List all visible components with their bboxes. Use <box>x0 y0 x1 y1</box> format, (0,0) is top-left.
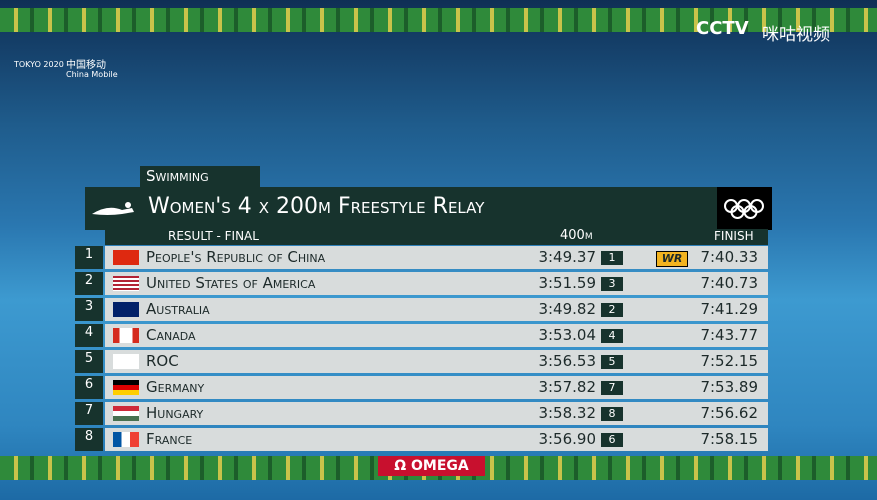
rings-box <box>717 187 772 230</box>
sport-tab: Swimming <box>140 166 260 187</box>
flag <box>113 432 139 447</box>
result-row: People's Republic of China 3:49.37 1 WR 7:40… <box>105 246 768 269</box>
split-time: 3:58.32 <box>538 404 596 422</box>
country: Australia <box>146 300 210 318</box>
flag <box>113 380 139 395</box>
finish-time: 7:40.33 <box>700 248 758 266</box>
rank: 8 <box>75 428 103 451</box>
result-row: ROC 3:56.53 5 7:52.15 <box>105 350 768 373</box>
rank: 2 <box>75 272 103 295</box>
rank: 4 <box>75 324 103 347</box>
country: United States of America <box>146 274 316 292</box>
rank: 1 <box>75 246 103 269</box>
split-time: 3:49.82 <box>538 300 596 318</box>
country: Canada <box>146 326 196 344</box>
finish-time: 7:56.62 <box>700 404 758 422</box>
finish-time: 7:43.77 <box>700 326 758 344</box>
result-row: Hungary 3:58.32 8 7:56.62 <box>105 402 768 425</box>
platform-logo: 咪咕视频 <box>762 25 830 45</box>
finish-time: 7:41.29 <box>700 300 758 318</box>
result-row: Australia 3:49.82 2 7:41.29 <box>105 298 768 321</box>
country: ROC <box>146 352 179 370</box>
rank: 6 <box>75 376 103 399</box>
split-rank: 3 <box>601 277 623 291</box>
split-time: 3:53.04 <box>538 326 596 344</box>
finish-time: 7:53.89 <box>700 378 758 396</box>
split-rank: 6 <box>601 433 623 447</box>
country: Hungary <box>146 404 204 422</box>
flag <box>113 250 139 265</box>
sponsor-cn: 中国移动 <box>66 60 106 71</box>
split-rank: 5 <box>601 355 623 369</box>
rank: 7 <box>75 402 103 425</box>
split-rank: 7 <box>601 381 623 395</box>
omega-logo: Ω OMEGA <box>378 456 485 476</box>
result-row: Germany 3:57.82 7 7:53.89 <box>105 376 768 399</box>
flag <box>113 354 139 369</box>
flag <box>113 302 139 317</box>
event-title: Women's 4 x 200m Freestyle Relay <box>148 194 485 219</box>
split-time: 3:56.53 <box>538 352 596 370</box>
rank: 3 <box>75 298 103 321</box>
split-time: 3:51.59 <box>538 274 596 292</box>
flag <box>113 328 139 343</box>
finish-time: 7:40.73 <box>700 274 758 292</box>
result-row: United States of America 3:51.59 3 7:40.73 <box>105 272 768 295</box>
result-row: France 3:56.90 6 7:58.15 <box>105 428 768 451</box>
split-time: 3:49.37 <box>538 248 596 266</box>
split-time: 3:57.82 <box>538 378 596 396</box>
result-label: RESULT - FINAL <box>168 229 259 243</box>
finish-time: 7:52.15 <box>700 352 758 370</box>
record-badge: WR <box>656 251 688 267</box>
flag <box>113 406 139 421</box>
sponsor-en: China Mobile <box>66 70 118 79</box>
result-row: Canada 3:53.04 4 7:43.77 <box>105 324 768 347</box>
country: Germany <box>146 378 205 396</box>
lane-rope <box>0 8 877 32</box>
split-rank: 2 <box>601 303 623 317</box>
title-bar <box>85 187 772 230</box>
split-rank: 4 <box>601 329 623 343</box>
country: France <box>146 430 193 448</box>
flag <box>113 276 139 291</box>
subheader-bar <box>105 229 768 245</box>
rank: 5 <box>75 350 103 373</box>
split-rank: 1 <box>601 251 623 265</box>
split-time: 3:56.90 <box>538 430 596 448</box>
finish-time: 7:58.15 <box>700 430 758 448</box>
split-rank: 8 <box>601 407 623 421</box>
finish-header: FINISH <box>714 229 754 243</box>
country: People's Republic of China <box>146 248 326 266</box>
games-logo: TOKYO 2020 <box>14 60 64 69</box>
swimmer-icon <box>92 202 134 215</box>
split-header: 400m <box>560 228 593 243</box>
channel-logo: CCTV <box>696 18 749 39</box>
